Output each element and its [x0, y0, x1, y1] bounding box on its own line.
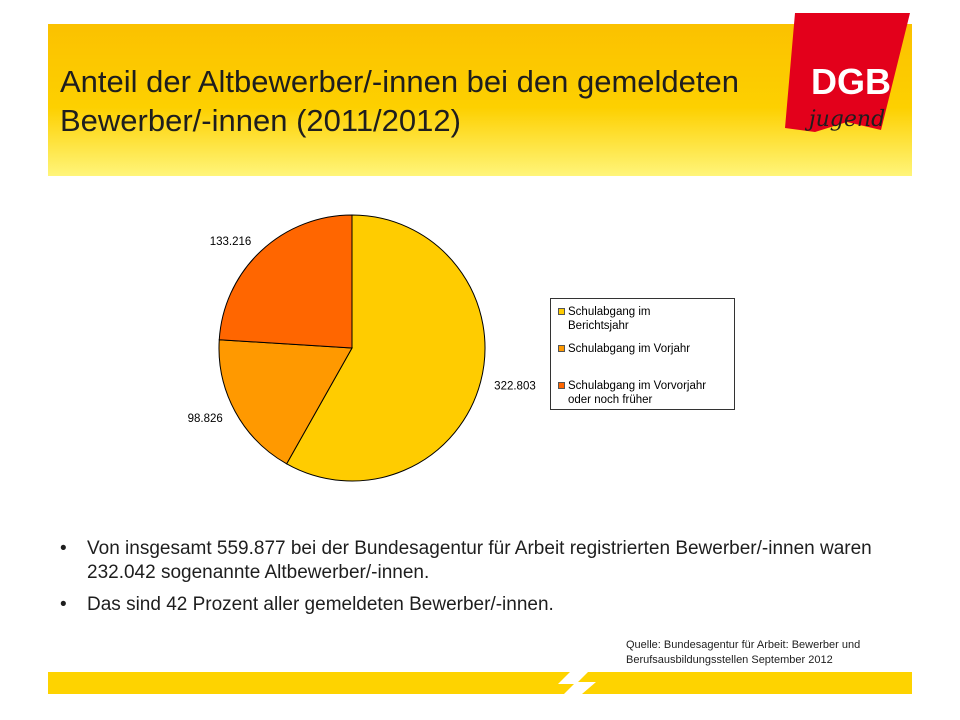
bullet-text-1: Von insgesamt 559.877 bei der Bundesagen…: [87, 538, 872, 583]
source-note: Quelle: Bundesagentur für Arbeit: Bewerb…: [626, 639, 861, 666]
pie-labels: 322.803 98.826 133.216: [188, 236, 536, 425]
bullet-text-2: Das sind 42 Prozent aller gemeldeten Bew…: [87, 594, 554, 615]
legend-item-2: Schulabgang im Vorjahr: [558, 342, 736, 356]
legend-label-2: Schulabgang im Vorjahr: [568, 343, 691, 355]
pie-slices: [218, 214, 486, 482]
bullet-dot: •: [60, 538, 67, 559]
legend-swatch-2: [558, 345, 565, 352]
footer-band: [48, 672, 912, 694]
logo-script-text: jugend: [804, 107, 885, 132]
pie-data-label-1: 322.803: [494, 380, 536, 392]
pie-slice-1: [285, 214, 486, 482]
pie-slice-3: [218, 214, 353, 349]
logo-text: DGB: [811, 61, 891, 102]
bullet-dot: •: [60, 594, 67, 615]
chart-legend: Schulabgang im Berichtsjahr Schulabgang …: [550, 298, 735, 410]
dgb-jugend-logo: DGB jugend: [785, 13, 910, 132]
pie-data-label-3: 133.216: [210, 236, 252, 248]
legend-label-3: Schulabgang im Vorvorjahr oder noch früh…: [568, 380, 707, 406]
pie-slice-2: [218, 339, 353, 465]
bullet-list: • Von insgesamt 559.877 bei der Bundesag…: [60, 537, 890, 625]
legend-swatch-1: [558, 308, 565, 315]
header-band: [48, 24, 912, 176]
logo-flag-shape: [785, 13, 910, 132]
bullet-item-2: • Das sind 42 Prozent aller gemeldeten B…: [60, 593, 890, 617]
bullet-item-1: • Von insgesamt 559.877 bei der Bundesag…: [60, 537, 890, 585]
legend-swatch-3: [558, 382, 565, 389]
legend-label-1: Schulabgang im Berichtsjahr: [568, 306, 651, 332]
legend-item-3: Schulabgang im Vorvorjahr oder noch früh…: [558, 379, 736, 407]
legend-item-1: Schulabgang im Berichtsjahr: [558, 305, 736, 333]
slide-title: Anteil der Altbewerber/-innen bei den ge…: [60, 64, 740, 138]
pie-data-label-2: 98.826: [188, 413, 223, 425]
lightning-bolt-icon: [558, 672, 596, 694]
